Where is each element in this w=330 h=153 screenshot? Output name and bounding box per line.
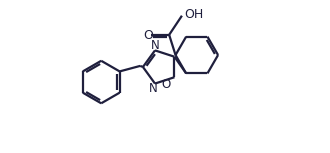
Text: N: N xyxy=(150,39,159,52)
Text: O: O xyxy=(143,29,153,42)
Text: OH: OH xyxy=(184,8,203,21)
Text: N: N xyxy=(149,82,157,95)
Text: O: O xyxy=(162,78,171,91)
